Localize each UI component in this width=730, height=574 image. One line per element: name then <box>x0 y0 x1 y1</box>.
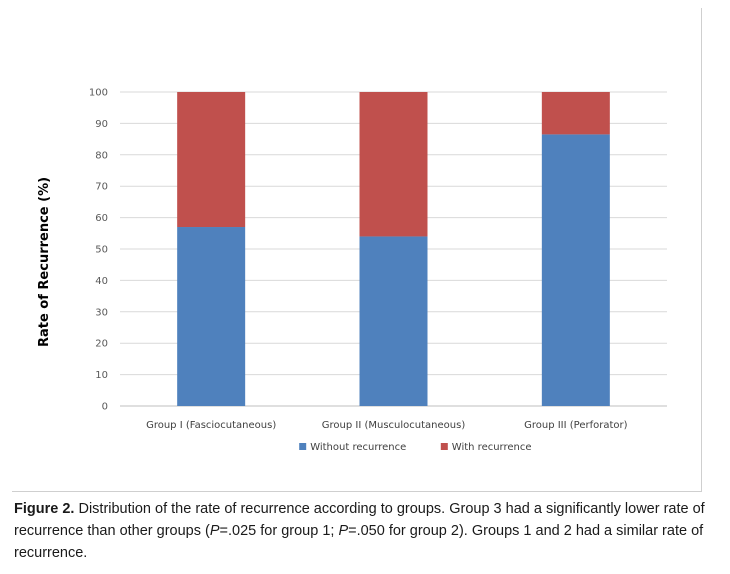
x-category-label: Group II (Musculocutaneous) <box>322 420 466 431</box>
y-tick-label: 100 <box>89 88 108 99</box>
x-category-label: Group III (Perforator) <box>524 420 628 431</box>
caption-p2-symbol: P <box>338 523 349 539</box>
y-tick-label: 20 <box>95 339 108 350</box>
x-category-label: Group I (Fasciocutaneous) <box>146 420 276 431</box>
caption-text-1: Distribution of the rate of recurrence a… <box>14 501 705 539</box>
bar-segment <box>541 92 610 135</box>
y-axis-label: Rate of Recurrence (%) <box>37 177 52 347</box>
y-tick-label: 30 <box>95 307 108 318</box>
y-tick-label: 60 <box>95 213 108 224</box>
y-tick-label: 80 <box>95 150 108 161</box>
y-tick-label: 50 <box>95 245 108 256</box>
legend-swatch <box>440 443 448 450</box>
y-tick-label: 40 <box>95 276 108 287</box>
legend-swatch <box>299 443 307 450</box>
y-tick-label: 0 <box>102 402 108 413</box>
bar-segment <box>541 134 610 406</box>
bar-segment <box>177 227 246 406</box>
y-tick-label: 10 <box>95 370 108 381</box>
legend: Without recurrence With recurrence <box>299 442 532 453</box>
caption-p1-rest: =.025 for group 1; <box>219 523 339 539</box>
legend-label: Without recurrence <box>310 442 406 453</box>
figure-caption: Figure 2. Distribution of the rate of re… <box>14 498 714 564</box>
caption-label: Figure 2. <box>14 501 75 517</box>
caption-p1-symbol: P <box>209 523 220 539</box>
chart-frame: 0 10 20 30 40 50 60 70 80 90 100 Group I (Fasciocut… <box>12 8 702 492</box>
caption-p2-rest: =.050 for group 2). Groups 1 and 2 had a… <box>14 523 704 561</box>
bar-segment <box>359 236 428 406</box>
bar-segment <box>177 92 246 228</box>
bar-segment <box>359 92 428 237</box>
bars <box>177 92 610 406</box>
legend-label: With recurrence <box>452 442 532 453</box>
y-tick-label: 90 <box>95 119 108 130</box>
axes: 0 10 20 30 40 50 60 70 80 90 100 Group I (Fasciocut… <box>89 88 628 432</box>
recurrence-chart: 0 10 20 30 40 50 60 70 80 90 100 Group I (Fasciocut… <box>37 88 667 453</box>
y-tick-label: 70 <box>95 182 108 193</box>
